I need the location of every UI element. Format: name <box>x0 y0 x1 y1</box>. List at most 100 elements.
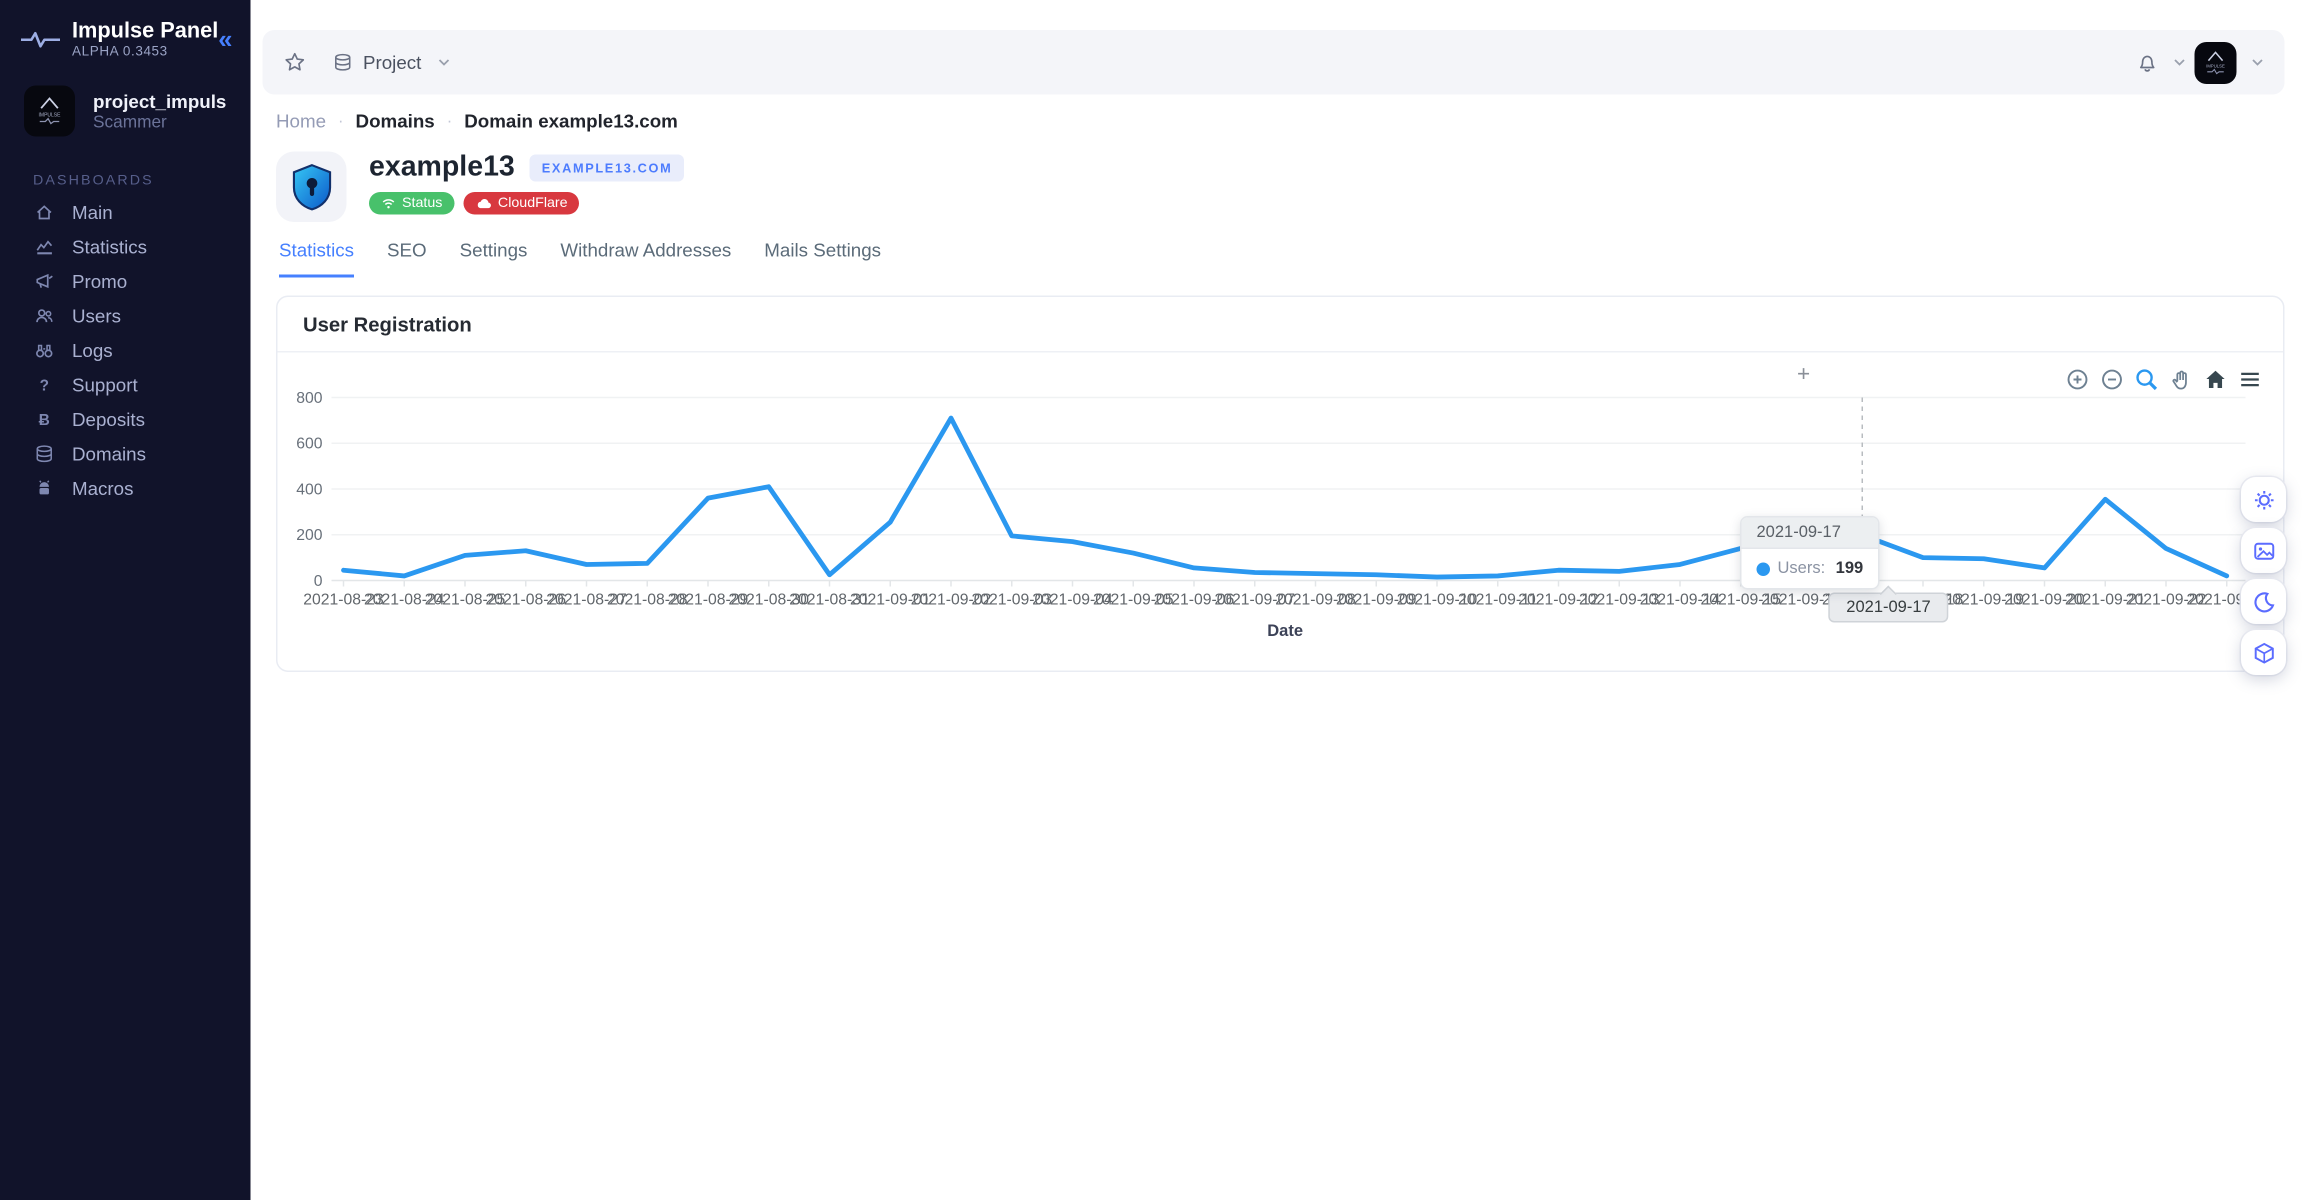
tab-statistics[interactable]: Statistics <box>279 240 355 278</box>
sidebar-item-macros[interactable]: Macros <box>0 471 251 506</box>
project-role: Scammer <box>93 113 167 132</box>
svg-text:IMPULSE: IMPULSE <box>2206 63 2225 68</box>
app-title: Impulse Panel <box>72 19 219 44</box>
project-avatar: IMPULSE <box>24 85 75 137</box>
dark-mode-button[interactable] <box>2241 579 2286 624</box>
moon-icon <box>2253 591 2274 612</box>
database-icon <box>333 53 353 73</box>
zoom-in-icon[interactable] <box>2064 366 2090 392</box>
page-title: example13 <box>369 151 515 184</box>
sidebar-collapse-icon[interactable]: « <box>218 24 233 54</box>
x-tick-label: 2021-08-29 <box>668 592 749 609</box>
topbar: Project IMPULSE <box>262 30 2285 95</box>
breadcrumb-home[interactable]: Home <box>276 111 327 132</box>
tooltip-value: 199 <box>1835 559 1864 578</box>
xaxis-crosshair-label: 2021-09-17 <box>1828 585 1949 623</box>
breadcrumb-separator: · <box>338 112 344 131</box>
x-tick-label: 2021-09-04 <box>1032 592 1113 609</box>
pan-icon[interactable] <box>2168 366 2194 392</box>
shield-icon <box>276 151 347 222</box>
x-tick-label: 2021-09-13 <box>1579 592 1660 609</box>
project-name: project_impuls <box>93 90 227 112</box>
sidebar: Impulse Panel ALPHA 0.3453 « IMPULSE pro… <box>0 0 251 1200</box>
sidebar-item-domains[interactable]: Domains <box>0 437 251 472</box>
x-tick-label: 2021-09-05 <box>1093 592 1174 609</box>
sidebar-item-deposits[interactable]: Ƀ Deposits <box>0 402 251 437</box>
users-icon <box>33 306 56 326</box>
x-tick-label: 2021-09-22 <box>2126 592 2207 609</box>
chart-toolbar <box>2064 366 2262 392</box>
sidebar-item-logs[interactable]: Logs <box>0 333 251 368</box>
bitcoin-icon: Ƀ <box>33 410 56 430</box>
app-version: ALPHA 0.3453 <box>72 43 168 59</box>
tab-seo[interactable]: SEO <box>387 240 427 261</box>
tab-settings[interactable]: Settings <box>459 240 528 261</box>
x-tick-label: 2021-08-24 <box>364 592 445 609</box>
sidebar-item-main[interactable]: Main <box>0 195 251 230</box>
x-tick-label: 2021-09-02 <box>911 592 992 609</box>
gear-icon <box>2254 490 2273 509</box>
user-registration-card: User Registration 0 200 400 600 800 2021-08-2… <box>276 295 2285 672</box>
tab-withdraw-addresses[interactable]: Withdraw Addresses <box>560 240 732 261</box>
project-label: Project <box>363 51 422 73</box>
breadcrumb-current: Domain example13.com <box>464 111 678 132</box>
x-tick-label: 2021-09-03 <box>971 592 1052 609</box>
x-tick-label: 2021-09-08 <box>1275 592 1356 609</box>
binoculars-icon <box>33 341 56 361</box>
x-tick-label: 2021-09-12 <box>1518 592 1599 609</box>
x-tick-label: 2021-08-23 <box>303 592 384 609</box>
home-icon <box>33 203 56 223</box>
sidebar-item-promo[interactable]: Promo <box>0 264 251 299</box>
x-tick-label: 2021-09-11 <box>1458 592 1537 609</box>
brand: Impulse Panel ALPHA 0.3453 « <box>0 0 251 74</box>
chevron-down-icon <box>2174 59 2186 67</box>
domain-header: example13 EXAMPLE13.COM Status CloudFlar… <box>276 151 685 222</box>
user-avatar[interactable]: IMPULSE <box>2194 41 2237 84</box>
sidebar-item-statistics[interactable]: Statistics <box>0 230 251 265</box>
home-reset-icon[interactable] <box>2202 366 2228 392</box>
x-tick-label: 2021-08-25 <box>425 592 506 609</box>
zoom-out-icon[interactable] <box>2099 366 2125 392</box>
y-tick-label: 600 <box>296 436 323 453</box>
x-tick-label: 2021-09-14 <box>1640 592 1721 609</box>
x-tick-label: 2021-08-26 <box>485 592 566 609</box>
sidebar-item-support[interactable]: ? Support <box>0 368 251 403</box>
tab-mails-settings[interactable]: Mails Settings <box>764 240 882 261</box>
image-export-button[interactable] <box>2241 528 2286 573</box>
svg-text:Ƀ: Ƀ <box>39 412 50 429</box>
cursor-crosshair: + <box>1797 361 1811 388</box>
selection-zoom-icon[interactable] <box>2133 366 2159 392</box>
tab-bar: Statistics SEO Settings Withdraw Address… <box>279 240 881 278</box>
cloudflare-badge[interactable]: CloudFlare <box>463 192 580 215</box>
star-icon[interactable] <box>284 51 307 74</box>
status-badge[interactable]: Status <box>369 192 455 215</box>
image-icon <box>2253 542 2274 559</box>
chart-tooltip: 2021-09-17 Users: 199 <box>1740 516 1880 590</box>
sidebar-item-users[interactable]: Users <box>0 299 251 334</box>
chevron-down-icon <box>438 59 450 67</box>
x-tick-label: 2021-08-30 <box>728 592 809 609</box>
cube-icon <box>2253 642 2274 663</box>
chart-icon <box>33 237 56 257</box>
breadcrumb-separator: · <box>446 112 453 131</box>
megaphone-icon <box>33 272 56 292</box>
question-icon: ? <box>33 375 56 395</box>
breadcrumb-domains[interactable]: Domains <box>355 111 435 132</box>
y-tick-label: 0 <box>314 573 323 590</box>
database-icon <box>33 444 56 464</box>
x-tick-label: 2021-09-21 <box>2065 592 2146 609</box>
series-dot-icon <box>1756 561 1770 576</box>
project-selector[interactable]: Project <box>333 52 450 73</box>
sidebar-section-label: DASHBOARDS <box>33 172 154 190</box>
x-tick-label: 2021-09-19 <box>1943 592 2024 609</box>
y-tick-label: 400 <box>296 481 323 498</box>
chart-plot-area[interactable] <box>332 387 2252 582</box>
x-axis-title: Date <box>1267 622 1303 640</box>
cube-button[interactable] <box>2241 630 2286 675</box>
x-tick-label: 2021-09-07 <box>1214 592 1295 609</box>
sidebar-user[interactable]: IMPULSE project_impuls Scammer <box>0 74 251 146</box>
settings-gear-button[interactable] <box>2241 477 2286 522</box>
x-tick-label: 2021-09-20 <box>2004 592 2085 609</box>
bell-icon[interactable] <box>2136 51 2159 74</box>
menu-icon[interactable] <box>2237 366 2263 392</box>
